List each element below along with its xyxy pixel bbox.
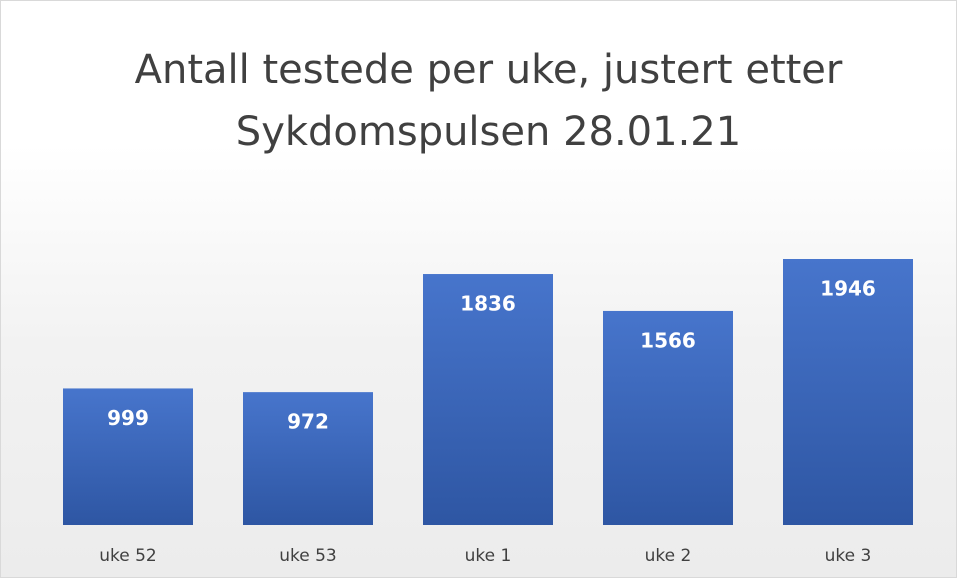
bar xyxy=(423,274,553,525)
data-label: 1836 xyxy=(460,292,516,316)
bar xyxy=(603,310,733,525)
x-tick-label: uke 3 xyxy=(825,546,872,566)
x-tick-label: uke 52 xyxy=(99,546,157,566)
bar xyxy=(783,259,913,525)
bar xyxy=(63,388,193,525)
data-label: 999 xyxy=(107,406,149,430)
data-label: 972 xyxy=(287,410,329,434)
x-tick-label: uke 1 xyxy=(465,546,512,566)
x-tick-label: uke 53 xyxy=(279,546,337,566)
data-label: 1946 xyxy=(820,277,876,301)
data-label: 1566 xyxy=(640,328,696,352)
bar xyxy=(243,392,373,525)
chart-title: Antall testede per uke, justert etter Sy… xyxy=(134,47,843,155)
x-tick-label: uke 2 xyxy=(645,546,692,566)
